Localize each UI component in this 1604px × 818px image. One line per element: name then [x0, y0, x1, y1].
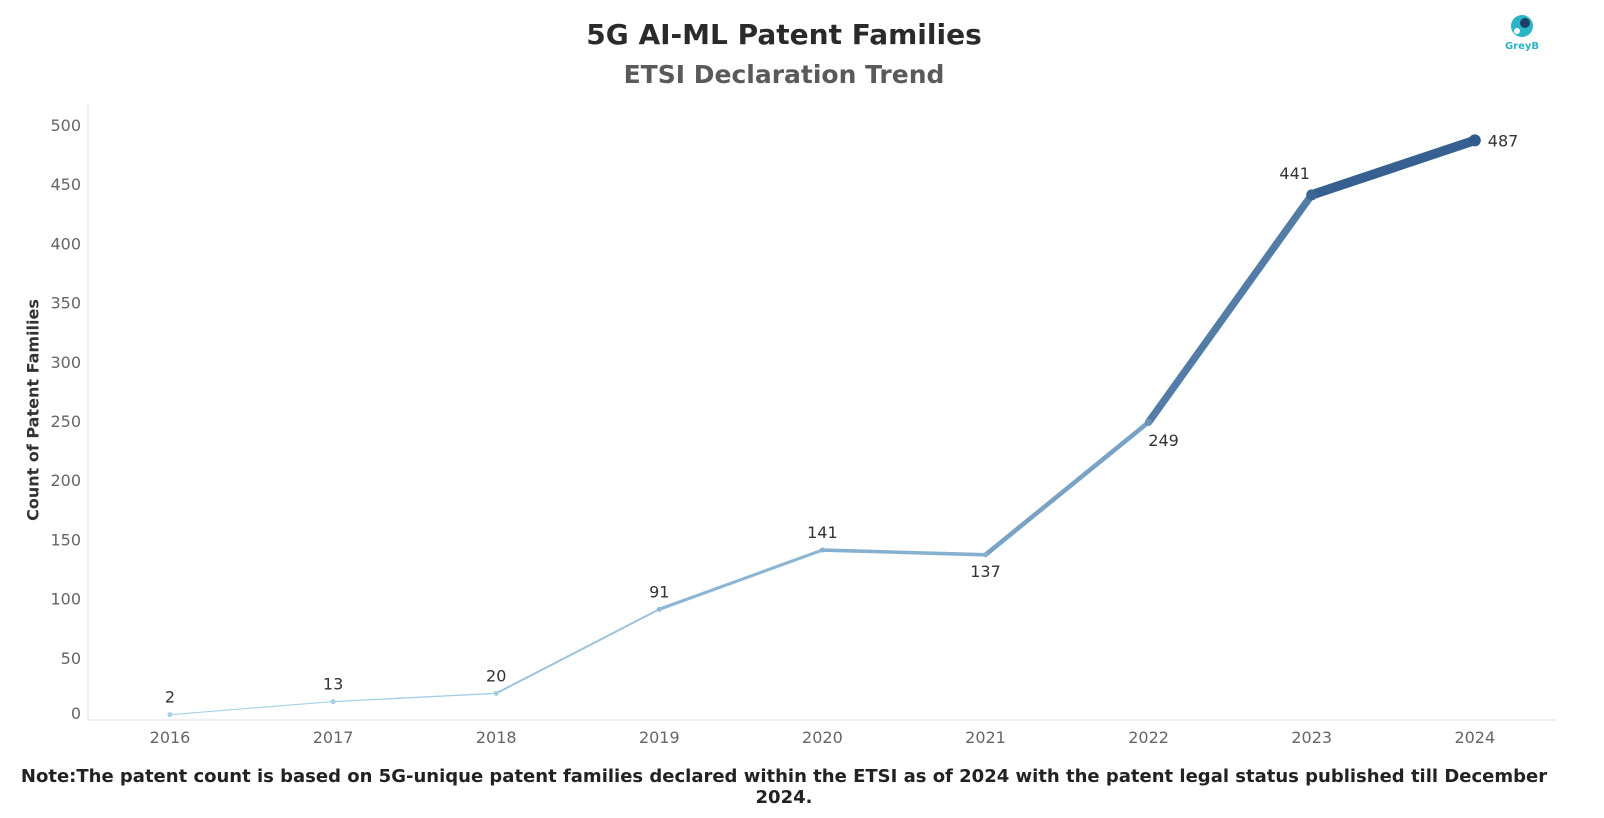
series-line-segment [169, 701, 334, 716]
x-tick-label: 2021 [965, 728, 1006, 747]
data-point [1145, 418, 1152, 426]
y-tick-label: 400 [50, 234, 81, 253]
greyb-logo-icon [1511, 15, 1533, 37]
series-line-segment [332, 692, 497, 703]
data-point [983, 552, 988, 558]
data-point [1468, 134, 1481, 147]
chart-title: 5G AI-ML Patent Families [586, 18, 982, 51]
chart-tick-labels: 0 50 100 150 200 250 300 350 400 450 500 2016 2017 20… [50, 116, 1495, 747]
series-line-segment [657, 548, 824, 611]
x-tick-label: 2022 [1128, 728, 1169, 747]
x-tick-label: 2020 [802, 728, 843, 747]
chart-series-lines [169, 135, 1480, 716]
series-line-segment [820, 548, 988, 557]
data-label: 441 [1279, 164, 1310, 183]
chart-subtitle: ETSI Declaration Trend [623, 60, 945, 89]
data-label: 2 [165, 688, 175, 707]
y-tick-label: 100 [50, 590, 81, 609]
y-tick-label: 450 [50, 175, 81, 194]
x-tick-label: 2017 [313, 728, 354, 747]
data-point [493, 690, 499, 696]
x-tick-label: 2016 [150, 728, 191, 747]
chart-axes [87, 104, 1556, 721]
footnote: Note:The patent count is based on 5G-uni… [20, 766, 1548, 808]
series-line-segment [495, 608, 661, 695]
data-point [656, 606, 662, 612]
data-label: 13 [323, 675, 343, 694]
y-tick-label: 500 [50, 116, 81, 135]
series-line-segment [1144, 191, 1316, 426]
series-line-segment [983, 419, 1151, 558]
y-tick-label: 50 [61, 649, 81, 668]
data-point [819, 547, 825, 553]
x-tick-label: 2019 [639, 728, 680, 747]
x-tick-label: 2018 [476, 728, 517, 747]
greyb-logo-text: GreyB [1504, 41, 1540, 52]
x-tick-label: 2024 [1454, 728, 1495, 747]
y-tick-label: 350 [50, 294, 81, 313]
data-point [330, 699, 336, 705]
y-tick-label: 0 [71, 704, 81, 723]
data-point [167, 712, 173, 718]
data-label: 487 [1488, 131, 1519, 150]
data-label: 137 [970, 562, 1001, 581]
chart-data-labels: 2 13 20 91 141 137 249 441 487 [165, 131, 1518, 706]
y-tick-label: 150 [50, 530, 81, 549]
data-point [1306, 189, 1318, 201]
y-tick-label: 200 [50, 471, 81, 490]
chart-data-points [167, 134, 1481, 718]
data-label: 249 [1148, 431, 1179, 450]
data-label: 91 [649, 582, 669, 601]
x-tick-label: 2023 [1291, 728, 1332, 747]
y-tick-label: 300 [50, 353, 81, 372]
y-tick-label: 250 [50, 412, 81, 431]
data-label: 20 [486, 666, 506, 685]
data-label: 141 [807, 523, 838, 542]
series-line-segment [1306, 135, 1480, 200]
